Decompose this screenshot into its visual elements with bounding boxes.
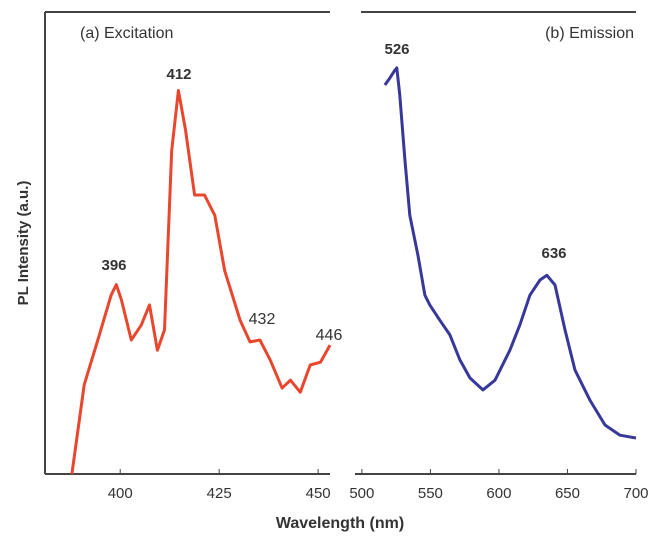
- peak-label: 526: [384, 41, 409, 58]
- panel-title: (b) Emission: [545, 25, 634, 42]
- x-tick-label: 650: [555, 485, 580, 502]
- peak-label: 396: [101, 257, 126, 274]
- x-tick-label: 400: [108, 485, 133, 502]
- x-tick-label: 425: [207, 485, 232, 502]
- x-tick-label: 450: [306, 485, 331, 502]
- x-tick-label: 550: [418, 485, 443, 502]
- peak-label: 432: [249, 311, 276, 328]
- x-tick-label: 600: [486, 485, 511, 502]
- panel-title: (a) Excitation: [80, 25, 173, 42]
- x-tick-label: 700: [623, 485, 648, 502]
- x-axis-label: Wavelength (nm): [276, 515, 404, 532]
- peak-label: 636: [541, 245, 566, 262]
- y-axis-label: PL Intensity (a.u.): [15, 181, 32, 306]
- x-tick-label: 500: [349, 485, 374, 502]
- line-series: [383, 66, 637, 440]
- peak-label: 412: [166, 66, 191, 83]
- line-series: [70, 89, 332, 475]
- peak-label: 446: [316, 327, 343, 344]
